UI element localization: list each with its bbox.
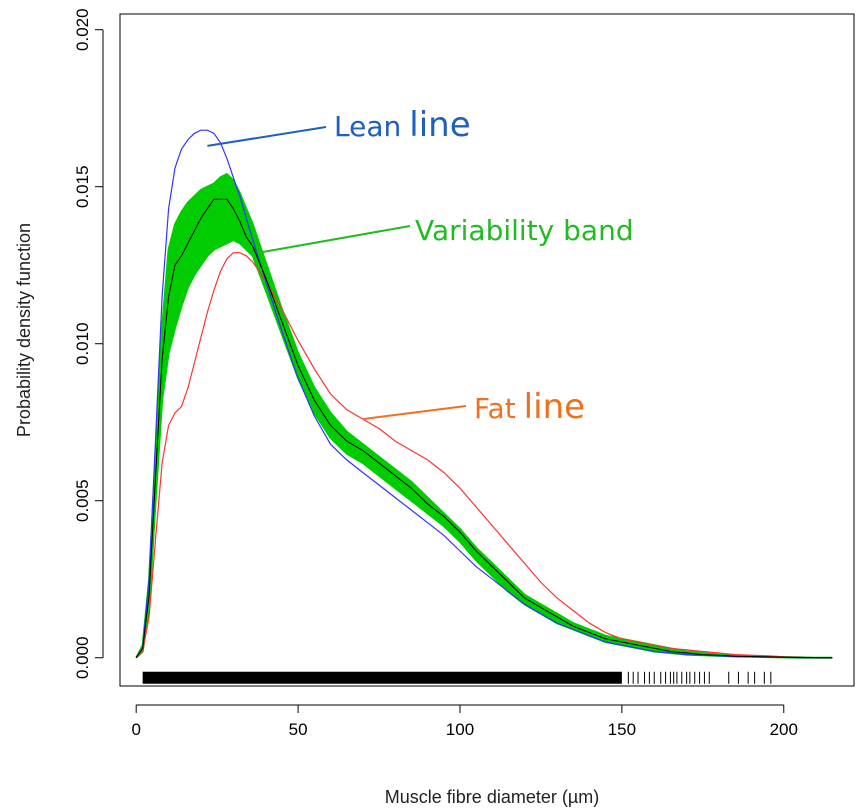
plot-area (135, 129, 833, 684)
y-tick-label: 0.020 (73, 8, 92, 51)
y-tick-label: 0.000 (73, 636, 92, 679)
x-tick-label: 200 (770, 720, 798, 739)
annotation-label-part: Variability band (415, 214, 634, 247)
x-tick-label: 0 (131, 720, 140, 739)
axes: 0 50 100 150 200 0.000 0.005 0.010 0.015 0.020 (73, 8, 855, 739)
annotation-label-part: line (409, 105, 470, 145)
annotation-label-part: line (524, 387, 585, 427)
annotation-label-part: Lean (334, 110, 401, 143)
annotation-label-part: Fat (474, 392, 516, 425)
annotation-leader (362, 405, 467, 421)
x-tick-label: 150 (608, 720, 636, 739)
lean-line (135, 129, 833, 659)
y-tick-label: 0.015 (73, 165, 92, 208)
variability-band-area (135, 172, 833, 659)
plot-frame (119, 13, 855, 687)
rug-dense (142, 671, 622, 684)
annotation-label: Lean line (334, 105, 471, 145)
fat-line (135, 252, 833, 659)
y-axis-label: Probability density function (14, 223, 34, 437)
y-tick-label: 0.010 (73, 322, 92, 365)
annotation-leader (259, 225, 411, 254)
x-tick-label: 100 (446, 720, 474, 739)
annotation-label: Fat line (474, 387, 585, 427)
annotation-leader (207, 126, 327, 147)
x-tick-label: 50 (289, 720, 308, 739)
y-tick-label: 0.005 (73, 479, 92, 522)
x-axis-label: Muscle fibre diameter (µm) (385, 787, 599, 807)
annotation-label: Variability band (415, 214, 634, 247)
mean-line (135, 198, 833, 659)
